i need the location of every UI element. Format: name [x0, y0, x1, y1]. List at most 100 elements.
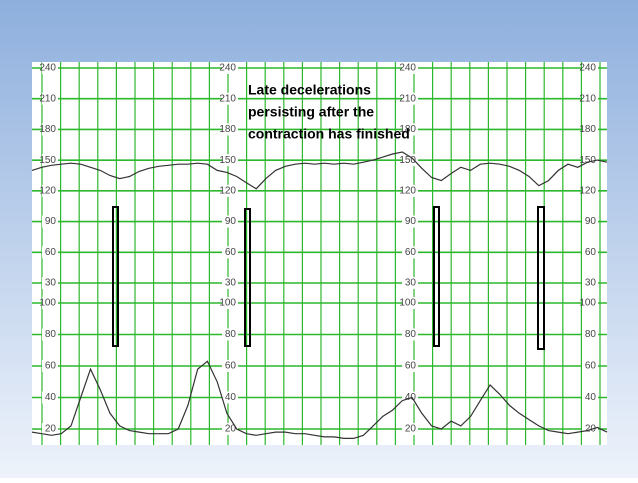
- y-tick-label: 20: [225, 424, 237, 435]
- tick-label-bg: [582, 184, 598, 197]
- tick-label-bg: [42, 184, 58, 197]
- y-tick-label: 80: [585, 329, 597, 340]
- marker-box: [244, 208, 251, 347]
- tick-label-bg: [402, 328, 418, 341]
- y-tick-label: 90: [585, 216, 597, 227]
- tick-label-bg: [222, 277, 238, 289]
- y-tick-label: 60: [45, 361, 57, 372]
- tick-label-bg: [222, 328, 238, 341]
- tick-label-bg: [222, 391, 238, 404]
- y-tick-label: 30: [45, 278, 57, 289]
- y-tick-label: 20: [405, 424, 417, 435]
- tick-label-bg: [42, 360, 58, 372]
- tick-label-bg: [42, 246, 58, 259]
- y-tick-label: 240: [219, 63, 236, 74]
- y-tick-label: 120: [219, 185, 236, 196]
- y-tick-label: 180: [399, 124, 416, 135]
- y-tick-label: 180: [39, 124, 56, 135]
- y-tick-label: 60: [585, 361, 597, 372]
- y-tick-label: 240: [399, 63, 416, 74]
- tick-label-bg: [582, 328, 598, 341]
- y-tick-label: 210: [39, 93, 56, 104]
- tick-label-bg: [402, 360, 418, 372]
- tick-label-bg: [402, 92, 418, 105]
- tick-label-bg: [222, 297, 238, 309]
- y-tick-label: 60: [405, 361, 417, 372]
- tick-label-bg: [42, 62, 58, 74]
- tick-label-bg: [402, 154, 418, 167]
- marker-box: [433, 206, 440, 347]
- tick-label-bg: [402, 277, 418, 289]
- tick-label-bg: [582, 423, 598, 435]
- y-tick-label: 180: [579, 124, 596, 135]
- tick-label-bg: [402, 62, 418, 74]
- y-tick-label: 60: [225, 361, 237, 372]
- y-tick-label: 150: [399, 155, 416, 166]
- y-tick-label: 60: [45, 247, 57, 258]
- y-tick-label: 60: [585, 247, 597, 258]
- y-tick-label: 100: [39, 298, 56, 309]
- y-tick-label: 180: [219, 124, 236, 135]
- y-tick-label: 100: [579, 298, 596, 309]
- tick-label-bg: [42, 123, 58, 136]
- tick-label-bg: [42, 154, 58, 167]
- y-tick-label: 80: [225, 329, 237, 340]
- annotation: persisting after the: [248, 104, 374, 120]
- y-tick-label: 120: [39, 185, 56, 196]
- tick-label-bg: [222, 92, 238, 105]
- tick-label-bg: [402, 123, 418, 136]
- tick-label-bg: [42, 277, 58, 289]
- deceleration-markers: [112, 206, 545, 350]
- marker-box: [537, 206, 545, 350]
- tick-label-bg: [402, 423, 418, 435]
- y-tick-label: 40: [45, 392, 57, 403]
- y-tick-label: 120: [399, 185, 416, 196]
- annotation: contraction has finished: [248, 126, 410, 142]
- y-tick-label: 20: [45, 424, 57, 435]
- tick-label-bg: [582, 360, 598, 372]
- y-tick-label: 40: [225, 392, 237, 403]
- tick-label-bg: [402, 246, 418, 259]
- trace: [31, 151, 608, 190]
- y-tick-label: 150: [579, 155, 596, 166]
- tick-label-bg: [582, 246, 598, 259]
- y-tick-label: 210: [399, 93, 416, 104]
- tick-label-bg: [222, 154, 238, 167]
- tick-label-bg: [582, 92, 598, 105]
- tick-label-bg: [42, 391, 58, 404]
- tick-label-bg: [42, 297, 58, 309]
- y-tick-label: 30: [585, 278, 597, 289]
- y-tick-label: 80: [45, 329, 57, 340]
- tick-label-bg: [222, 123, 238, 136]
- y-tick-label: 30: [405, 278, 417, 289]
- tick-label-bg: [42, 92, 58, 105]
- tick-label-bg: [582, 297, 598, 309]
- tick-label-bg: [402, 297, 418, 309]
- tick-label-bg: [222, 360, 238, 372]
- tick-label-bg: [222, 423, 238, 435]
- y-tick-label: 150: [219, 155, 236, 166]
- y-tick-label: 60: [405, 247, 417, 258]
- tick-label-bg: [42, 423, 58, 435]
- y-tick-label: 60: [225, 247, 237, 258]
- y-tick-label: 40: [585, 392, 597, 403]
- tick-label-bg: [222, 184, 238, 197]
- tick-label-bg: [222, 246, 238, 259]
- annotation: Late decelerations: [248, 82, 371, 98]
- marker-box: [112, 206, 119, 347]
- y-tick-label: 240: [39, 63, 56, 74]
- ctg-paper: [32, 62, 607, 445]
- grid: [32, 62, 607, 445]
- tick-label-bg: [582, 215, 598, 228]
- y-tick-label: 80: [405, 329, 417, 340]
- plot: 30 30 30 30 60 60 60 60 90 90 90 90 120 120 120 120 150 1…: [31, 62, 608, 439]
- y-tick-label: 100: [219, 298, 236, 309]
- y-tick-label: 90: [405, 216, 417, 227]
- tick-label-bg: [582, 123, 598, 136]
- tick-label-bg: [582, 391, 598, 404]
- y-tick-label: 90: [45, 216, 57, 227]
- tick-label-bg: [582, 277, 598, 289]
- tick-label-bg: [222, 215, 238, 228]
- y-tick-label: 240: [579, 63, 596, 74]
